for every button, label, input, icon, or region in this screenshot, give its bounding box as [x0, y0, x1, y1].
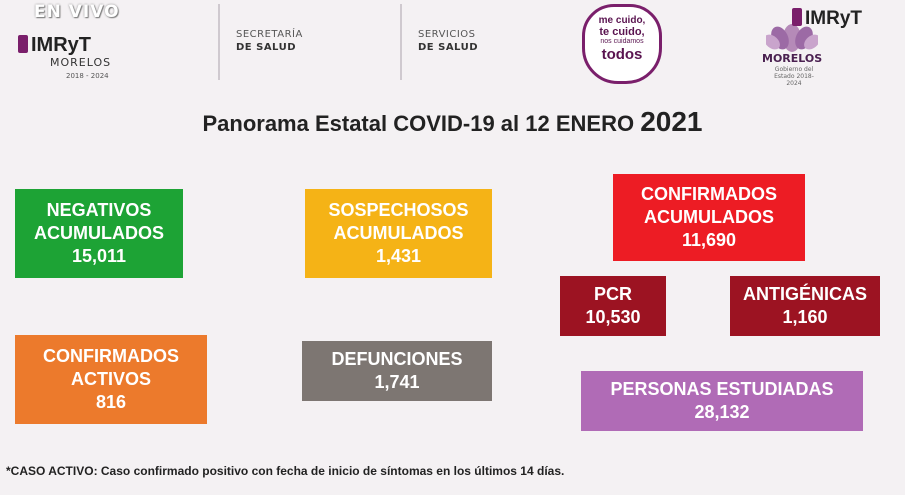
card-sospechosos-acumulados: SOSPECHOSOS ACUMULADOS 1,431: [305, 189, 492, 278]
header-bar: EN VIVO IMRyT MORELOS 2018 - 2024 SECRET…: [0, 0, 905, 95]
imryt-logo-right: IMRyT: [792, 8, 862, 30]
morelos-label-left: MORELOS: [50, 56, 112, 69]
imryt-logo-left: IMRyT: [18, 34, 91, 57]
card-confirmados-acumulados: CONFIRMADOS ACUMULADOS 11,690: [613, 174, 805, 261]
years-label: 2018 - 2024: [66, 72, 109, 80]
card-pcr: PCR 10,530: [560, 276, 666, 336]
card-defunciones: DEFUNCIONES 1,741: [302, 341, 492, 401]
page-title: Panorama Estatal COVID-19 al 12 ENERO 20…: [202, 106, 703, 137]
card-negativos-acumulados: NEGATIVOS ACUMULADOS 15,011: [15, 189, 183, 278]
card-antigenicas: ANTIGÉNICAS 1,160: [730, 276, 880, 336]
campaign-badge: me cuido, te cuido, nos cuidamos todos: [582, 4, 662, 84]
imryt-logo-mark-icon: [792, 8, 802, 26]
secretaria-salud-logo: SECRETARÍA DE SALUD: [236, 29, 303, 53]
morelos-flower-icon: [766, 24, 818, 52]
footnote-caso-activo: *CASO ACTIVO: Caso confirmado positivo c…: [6, 464, 565, 478]
imryt-logo-mark-icon: [18, 35, 28, 53]
servicios-salud-logo: SERVICIOS DE SALUD: [418, 29, 478, 53]
morelos-label-right: MORELOS: [762, 52, 823, 65]
live-label: EN VIVO: [34, 2, 120, 22]
card-confirmados-activos: CONFIRMADOS ACTIVOS 816: [15, 335, 207, 424]
card-personas-estudiadas: PERSONAS ESTUDIADAS 28,132: [581, 371, 863, 431]
header-divider: [400, 4, 402, 80]
header-divider: [218, 4, 220, 80]
morelos-tagline: Gobierno del Estado 2018-2024: [774, 66, 814, 87]
